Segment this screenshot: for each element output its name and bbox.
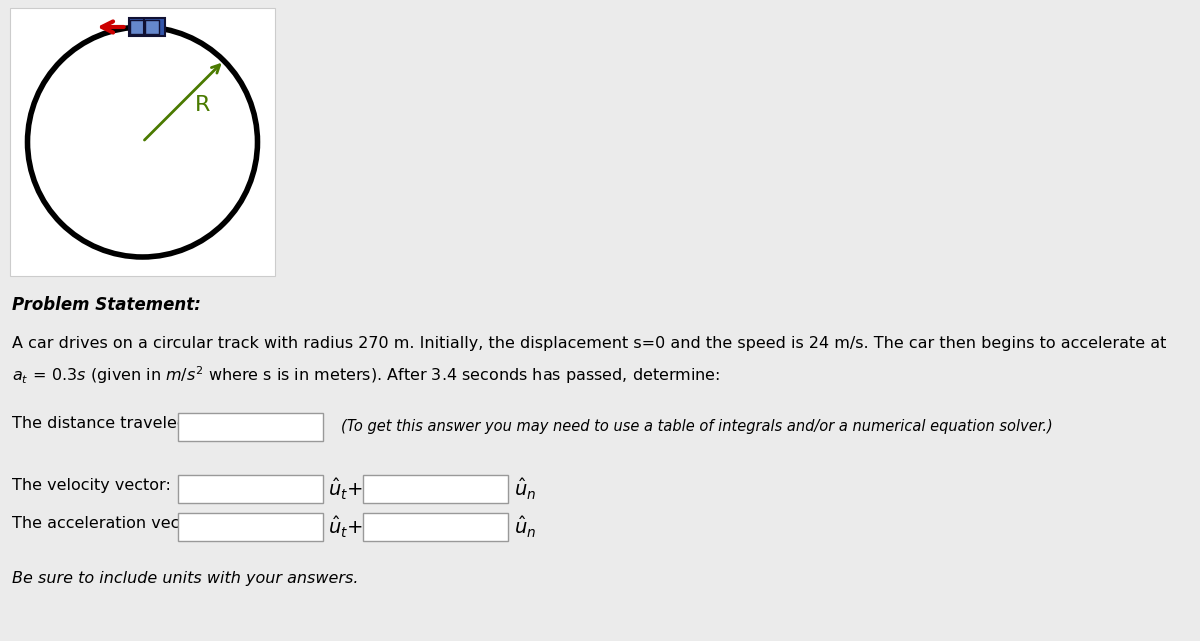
Text: A car drives on a circular track with radius 270 m. Initially, the displacement : A car drives on a circular track with ra…	[12, 336, 1166, 351]
Bar	[178, 413, 323, 441]
Bar	[178, 513, 323, 541]
Text: Be sure to include units with your answers.: Be sure to include units with your answe…	[12, 571, 359, 586]
Text: R: R	[196, 96, 210, 115]
Bar	[144, 20, 158, 34]
Text: $\hat{u}_n$: $\hat{u}_n$	[514, 514, 536, 540]
Text: The distance traveled:: The distance traveled:	[12, 416, 192, 431]
Bar	[10, 8, 275, 276]
Bar	[364, 475, 508, 503]
Bar	[364, 513, 508, 541]
Bar	[130, 20, 144, 34]
Text: Problem Statement:: Problem Statement:	[12, 296, 200, 314]
Text: $\hat{u}_t$+: $\hat{u}_t$+	[328, 514, 362, 540]
Text: $\hat{u}_n$: $\hat{u}_n$	[514, 476, 536, 502]
Text: The velocity vector:: The velocity vector:	[12, 478, 170, 493]
Text: (To get this answer you may need to use a table of integrals and/or a numerical : (To get this answer you may need to use …	[341, 419, 1052, 435]
Text: $a_t\,=\,0.3s$ (given in $m/s^2$ where s is in meters). After 3.4 seconds has pa: $a_t\,=\,0.3s$ (given in $m/s^2$ where s…	[12, 364, 720, 386]
Bar	[128, 18, 164, 36]
Text: $\hat{u}_t$+: $\hat{u}_t$+	[328, 476, 362, 502]
Bar	[178, 475, 323, 503]
Text: The acceleration vector:: The acceleration vector:	[12, 516, 208, 531]
